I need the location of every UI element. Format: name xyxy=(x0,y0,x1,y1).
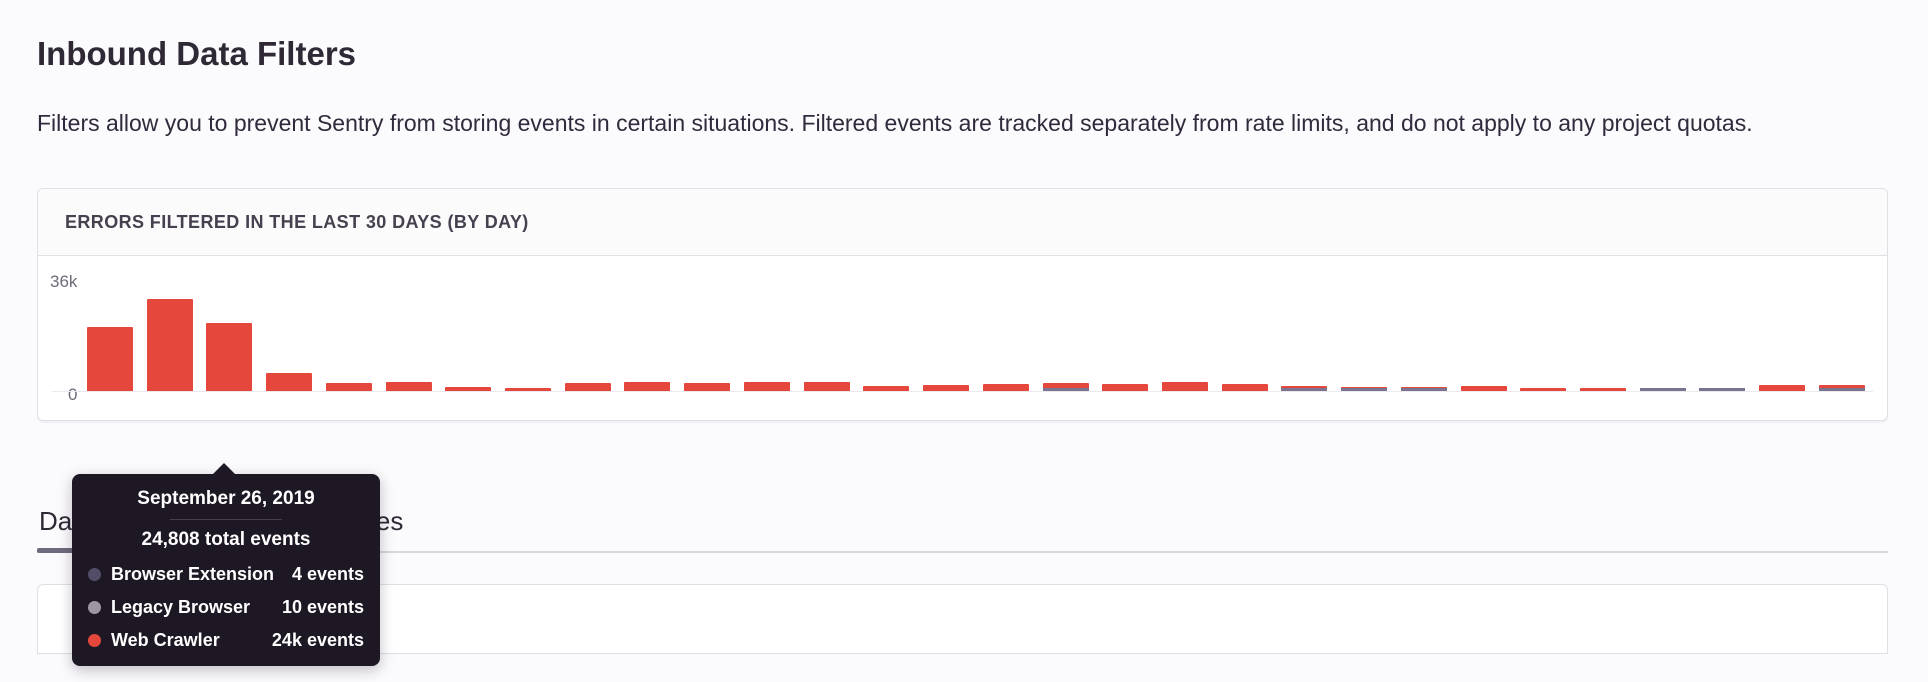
chart-bar-day-5[interactable] xyxy=(325,383,372,391)
chart-bar-gray-base xyxy=(1818,388,1865,391)
chart-bar-day-17[interactable] xyxy=(1042,383,1089,391)
chart-bar-day-8[interactable] xyxy=(505,388,552,391)
chart-bar-day-6[interactable] xyxy=(385,382,432,391)
chart-bar-day-12[interactable] xyxy=(743,382,790,391)
chart-bar-day-19[interactable] xyxy=(1161,382,1208,391)
series-label: Browser Extension xyxy=(111,564,275,584)
chart-bar-day-24[interactable] xyxy=(1460,386,1507,391)
chart-bar-day-29[interactable] xyxy=(1759,385,1806,391)
chart-bar-day-23[interactable] xyxy=(1400,387,1447,391)
series-value: 24k events xyxy=(271,630,364,650)
chart-bar-day-11[interactable] xyxy=(684,383,731,391)
settings-page: Inbound Data Filters Filters allow you t… xyxy=(0,34,1928,654)
chart-bars xyxy=(87,279,1865,391)
chart-bar-gray-base xyxy=(1281,388,1328,391)
series-color-dot-icon xyxy=(88,567,101,581)
chart-bar-day-16[interactable] xyxy=(982,384,1029,391)
filtered-events-bar-chart: 36k 0 xyxy=(38,256,1887,420)
chart-bar-day-1[interactable] xyxy=(87,327,133,391)
chart-bar-day-30[interactable] xyxy=(1818,385,1865,391)
tooltip-series-row: Browser Extension 4 events xyxy=(88,563,364,585)
tooltip-divider xyxy=(170,519,282,520)
chart-bar-day-2[interactable] xyxy=(146,299,193,391)
chart-bar-gray-base xyxy=(1042,388,1089,391)
chart-bar-day-15[interactable] xyxy=(923,385,970,391)
chart-bar-day-18[interactable] xyxy=(1102,384,1149,391)
chart-bar-day-21[interactable] xyxy=(1281,386,1328,391)
series-label: Legacy Browser xyxy=(111,597,251,617)
chart-bar-gray-base xyxy=(1400,388,1447,391)
chart-bar-gray-base xyxy=(1639,388,1686,391)
chart-bar-day-28[interactable] xyxy=(1699,388,1746,391)
chart-bar-day-20[interactable] xyxy=(1221,384,1268,391)
tooltip-series-row: Legacy Browser 10 events xyxy=(88,596,364,618)
tooltip-series-rows: Browser Extension 4 events Legacy Browser 1… xyxy=(88,563,364,651)
chart-bar-day-22[interactable] xyxy=(1341,387,1388,391)
chart-tooltip: September 26, 2019 24,808 total events B… xyxy=(72,463,380,666)
tooltip-series-row: Web Crawler 24k events xyxy=(88,629,364,651)
chart-baseline xyxy=(52,391,1873,392)
chart-bar-day-10[interactable] xyxy=(624,382,671,391)
chart-bar-day-7[interactable] xyxy=(445,387,492,391)
chart-bar-day-27[interactable] xyxy=(1639,388,1686,391)
panel-header: ERRORS FILTERED IN THE LAST 30 DAYS (BY … xyxy=(38,189,1887,256)
chart-bar-day-4[interactable] xyxy=(266,373,313,391)
series-value: 10 events xyxy=(281,597,364,617)
chart-bar-gray-base xyxy=(1341,388,1388,391)
errors-filtered-panel: ERRORS FILTERED IN THE LAST 30 DAYS (BY … xyxy=(37,188,1888,421)
series-label: Web Crawler xyxy=(111,630,220,650)
y-axis-max-label: 36k xyxy=(50,272,78,291)
chart-bar-day-26[interactable] xyxy=(1579,388,1626,391)
chart-bar-gray-base xyxy=(1699,388,1746,391)
y-axis-min-label: 0 xyxy=(68,385,78,404)
series-value: 4 events xyxy=(291,564,364,584)
chart-bar-day-13[interactable] xyxy=(803,382,850,391)
chart-bar-day-14[interactable] xyxy=(863,386,910,391)
chart-bar-day-25[interactable] xyxy=(1520,388,1567,391)
series-color-dot-icon xyxy=(88,600,101,614)
tooltip-arrow xyxy=(213,463,235,474)
page-description: Filters allow you to prevent Sentry from… xyxy=(37,110,1753,136)
panel-header-title: ERRORS FILTERED IN THE LAST 30 DAYS (BY … xyxy=(65,211,529,232)
tooltip-total-events: 24,808 total events xyxy=(141,529,311,550)
series-color-dot-icon xyxy=(88,633,101,647)
page-title: Inbound Data Filters xyxy=(37,35,357,72)
chart-bar-day-9[interactable] xyxy=(564,383,611,391)
chart-bar-day-3[interactable] xyxy=(206,323,253,391)
tooltip-date: September 26, 2019 xyxy=(137,488,315,509)
